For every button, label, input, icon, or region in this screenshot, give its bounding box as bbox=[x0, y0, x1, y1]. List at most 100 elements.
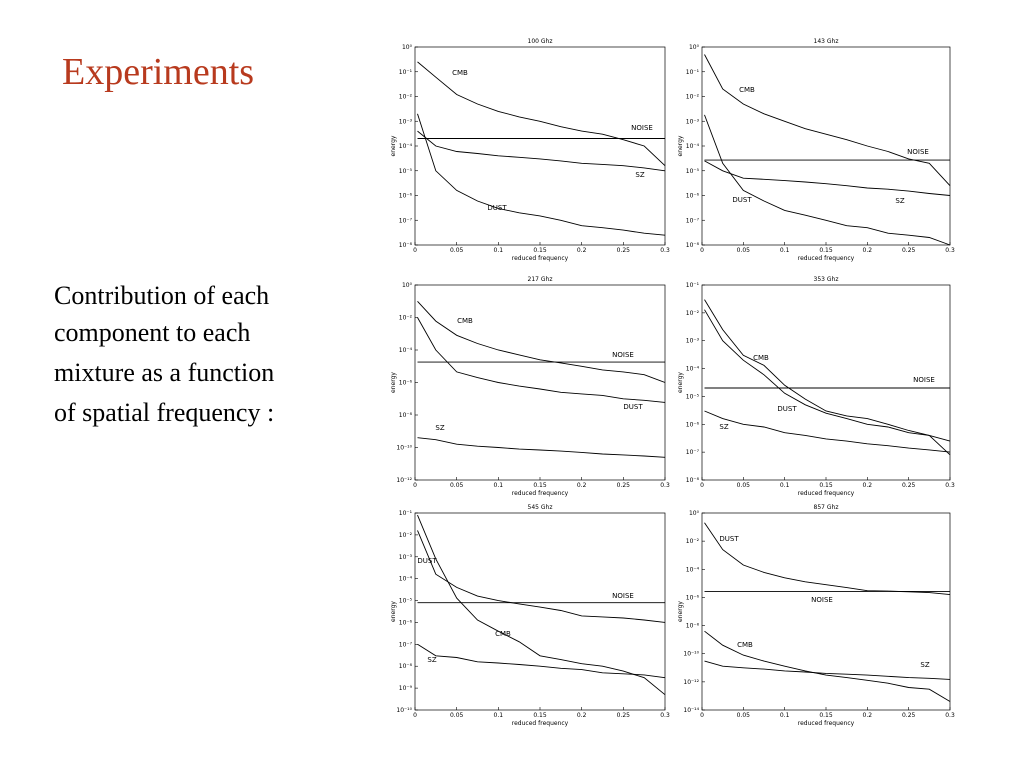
series-label: NOISE bbox=[612, 592, 634, 600]
series-label: SZ bbox=[427, 656, 436, 664]
body-line: Contribution of each bbox=[54, 281, 269, 310]
x-tick-label: 0 bbox=[413, 712, 417, 719]
series-line bbox=[704, 630, 951, 702]
body-line: component to each bbox=[54, 318, 250, 347]
x-tick-label: 0.25 bbox=[902, 247, 916, 254]
series-label: SZ bbox=[635, 171, 644, 179]
series-line bbox=[417, 514, 666, 696]
x-tick-label: 0.15 bbox=[533, 712, 547, 719]
y-tick-label: 10⁻⁶ bbox=[686, 594, 700, 601]
x-tick-label: 0.2 bbox=[577, 247, 587, 254]
x-tick-label: 0 bbox=[700, 247, 704, 254]
y-tick-label: 10⁻⁸ bbox=[686, 477, 700, 484]
series-label: CMB bbox=[457, 317, 473, 325]
series-label: DUST bbox=[777, 405, 797, 413]
x-tick-label: 0.1 bbox=[780, 482, 790, 489]
series-label: NOISE bbox=[913, 376, 935, 384]
y-tick-label: 10⁻² bbox=[686, 94, 700, 101]
y-tick-label: 10⁻⁴ bbox=[686, 366, 700, 373]
series-line bbox=[417, 113, 666, 236]
y-tick-label: 10⁻³ bbox=[686, 338, 700, 345]
y-tick-label: 10⁰ bbox=[689, 44, 700, 51]
x-tick-label: 0.3 bbox=[660, 247, 670, 254]
slide-title: Experiments bbox=[62, 51, 254, 93]
series-label: CMB bbox=[737, 641, 753, 649]
x-tick-label: 0.2 bbox=[577, 712, 587, 719]
series-label: CMB bbox=[452, 69, 468, 77]
x-tick-label: 0.1 bbox=[780, 247, 790, 254]
x-tick-label: 0.3 bbox=[660, 712, 670, 719]
y-tick-label: 10⁻⁸ bbox=[399, 412, 413, 419]
y-tick-label: 10⁻¹ bbox=[399, 510, 413, 517]
y-axis-label: energy bbox=[677, 135, 684, 156]
series-label: SZ bbox=[435, 424, 444, 432]
y-tick-label: 10⁻⁸ bbox=[686, 242, 700, 249]
chart-title: 545 Ghz bbox=[528, 504, 553, 511]
series-line bbox=[417, 437, 666, 458]
x-tick-label: 0.15 bbox=[819, 247, 833, 254]
x-tick-label: 0.2 bbox=[863, 482, 873, 489]
x-tick-label: 0.25 bbox=[617, 712, 631, 719]
x-tick-label: 0.25 bbox=[617, 482, 631, 489]
y-tick-label: 10⁻³ bbox=[399, 118, 413, 125]
y-tick-label: 10⁻¹ bbox=[399, 69, 413, 76]
x-tick-label: 0 bbox=[700, 712, 704, 719]
x-tick-label: 0.15 bbox=[533, 482, 547, 489]
series-label: SZ bbox=[895, 197, 904, 205]
series-line bbox=[417, 317, 666, 403]
y-tick-label: 10⁻¹ bbox=[686, 282, 700, 289]
y-tick-label: 10⁰ bbox=[402, 44, 413, 51]
series-line bbox=[417, 300, 666, 383]
x-tick-label: 0 bbox=[700, 482, 704, 489]
series-label: SZ bbox=[719, 423, 728, 431]
y-tick-label: 10⁻⁴ bbox=[686, 143, 700, 150]
y-tick-label: 10⁻⁸ bbox=[399, 663, 413, 670]
x-tick-label: 0.25 bbox=[902, 712, 916, 719]
y-tick-label: 10⁻³ bbox=[686, 118, 700, 125]
y-tick-label: 10⁻² bbox=[399, 94, 413, 101]
body-line: of spatial frequency : bbox=[54, 398, 274, 427]
chart-title: 353 Ghz bbox=[814, 276, 839, 283]
y-axis-label: energy bbox=[677, 601, 684, 622]
y-tick-label: 10⁻⁴ bbox=[399, 143, 413, 150]
x-tick-label: 0.3 bbox=[945, 482, 955, 489]
y-tick-label: 10⁻⁹ bbox=[399, 685, 413, 692]
x-tick-label: 0.3 bbox=[945, 712, 955, 719]
x-tick-label: 0.05 bbox=[737, 712, 751, 719]
series-label: SZ bbox=[920, 661, 929, 669]
x-tick-label: 0.05 bbox=[450, 482, 464, 489]
y-tick-label: 10⁻¹² bbox=[683, 679, 699, 686]
series-line bbox=[704, 54, 951, 187]
series-label: NOISE bbox=[907, 148, 929, 156]
x-tick-label: 0.1 bbox=[780, 712, 790, 719]
series-line bbox=[704, 160, 951, 196]
y-tick-label: 10⁻⁷ bbox=[399, 217, 413, 224]
y-tick-label: 10⁻³ bbox=[399, 554, 413, 561]
y-tick-label: 10⁻⁸ bbox=[686, 623, 700, 630]
y-tick-label: 10⁻⁶ bbox=[686, 193, 700, 200]
y-tick-label: 10⁻¹⁰ bbox=[396, 445, 412, 452]
series-line bbox=[704, 299, 951, 442]
chart-title: 857 Ghz bbox=[814, 504, 839, 511]
series-label: NOISE bbox=[811, 596, 833, 604]
series-label: DUST bbox=[417, 557, 437, 565]
x-tick-label: 0.15 bbox=[819, 712, 833, 719]
x-axis-label: reduced frequency bbox=[798, 255, 855, 262]
chart-title: 217 Ghz bbox=[528, 276, 553, 283]
x-axis-label: reduced frequency bbox=[798, 490, 855, 497]
x-tick-label: 0.1 bbox=[494, 482, 504, 489]
y-tick-label: 10⁻⁶ bbox=[399, 380, 413, 387]
y-tick-label: 10⁻⁷ bbox=[686, 449, 700, 456]
x-axis-label: reduced frequency bbox=[512, 490, 569, 497]
y-tick-label: 10⁻⁴ bbox=[399, 576, 413, 583]
series-label: NOISE bbox=[612, 351, 634, 359]
series-line bbox=[704, 114, 951, 246]
series-label: CMB bbox=[495, 630, 511, 638]
x-tick-label: 0.1 bbox=[494, 712, 504, 719]
y-tick-label: 10⁻² bbox=[399, 315, 413, 322]
series-line bbox=[417, 530, 666, 623]
x-axis-label: reduced frequency bbox=[512, 720, 569, 727]
series-label: DUST bbox=[623, 403, 643, 411]
y-axis-label: energy bbox=[677, 372, 684, 393]
x-tick-label: 0.1 bbox=[494, 247, 504, 254]
